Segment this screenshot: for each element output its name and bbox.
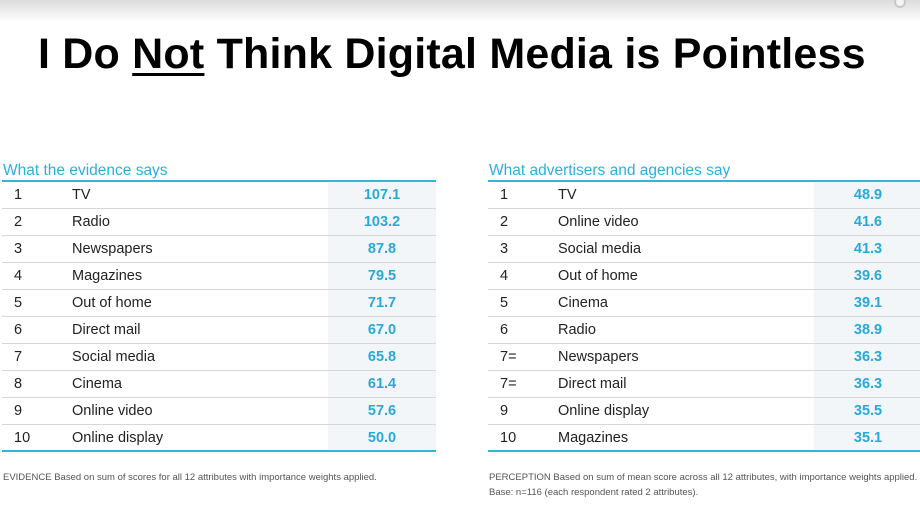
- rank-cell: 6: [2, 317, 56, 344]
- table-row: 4 Magazines 79.5: [2, 263, 436, 290]
- table-row: 9 Online display 35.5: [488, 398, 920, 425]
- score-cell: 61.4: [328, 371, 436, 398]
- media-cell: Out of home: [56, 290, 328, 317]
- media-cell: Radio: [56, 209, 328, 236]
- rank-cell: 1: [2, 182, 56, 209]
- rank-cell: 4: [2, 263, 56, 290]
- perception-panel: What advertisers and agencies say 1 TV 48.…: [488, 160, 920, 452]
- media-cell: Online display: [56, 425, 328, 452]
- table-row: 7 Social media 65.8: [2, 344, 436, 371]
- rank-cell: 4: [488, 263, 542, 290]
- score-cell: 67.0: [328, 317, 436, 344]
- corner-indicator-icon: [894, 0, 906, 8]
- table-row: 6 Direct mail 67.0: [2, 317, 436, 344]
- table-row: 10 Online display 50.0: [2, 425, 436, 452]
- score-cell: 65.8: [328, 344, 436, 371]
- score-cell: 50.0: [328, 425, 436, 452]
- score-cell: 87.8: [328, 236, 436, 263]
- score-cell: 38.9: [814, 317, 920, 344]
- media-cell: Online video: [542, 209, 814, 236]
- perception-footnote-text: Based on sum of mean score across all 12…: [489, 472, 918, 498]
- score-cell: 39.6: [814, 263, 920, 290]
- perception-heading: What advertisers and agencies say: [488, 160, 920, 182]
- table-row: 6 Radio 38.9: [488, 317, 920, 344]
- rank-cell: 7: [2, 344, 56, 371]
- evidence-table: 1 TV 107.1 2 Radio 103.2 3 Newspapers 87.8 4 Ma…: [2, 182, 436, 452]
- evidence-heading: What the evidence says: [2, 160, 436, 182]
- score-cell: 36.3: [814, 371, 920, 398]
- media-cell: Radio: [542, 317, 814, 344]
- media-cell: Cinema: [56, 371, 328, 398]
- score-cell: 39.1: [814, 290, 920, 317]
- table-row: 10 Magazines 35.1: [488, 425, 920, 452]
- media-cell: Online video: [56, 398, 328, 425]
- table-row: 1 TV 48.9: [488, 182, 920, 209]
- score-cell: 48.9: [814, 182, 920, 209]
- media-cell: TV: [56, 182, 328, 209]
- rank-cell: 2: [2, 209, 56, 236]
- rank-cell: 9: [2, 398, 56, 425]
- score-cell: 35.1: [814, 425, 920, 452]
- slide-title: I Do Not Think Digital Media is Pointles…: [0, 30, 920, 86]
- perception-footnote: PERCEPTION Based on sum of mean score ac…: [489, 470, 919, 500]
- evidence-footnote: EVIDENCE Based on sum of scores for all …: [3, 470, 433, 485]
- table-row: 8 Cinema 61.4: [2, 371, 436, 398]
- evidence-panel: What the evidence says 1 TV 107.1 2 Radio 10…: [2, 160, 436, 452]
- title-emphasis: Not: [132, 30, 205, 78]
- rank-cell: 1: [488, 182, 542, 209]
- rank-cell: 5: [488, 290, 542, 317]
- title-part-2: Think Digital Media is Pointless: [204, 30, 866, 78]
- media-cell: Newspapers: [56, 236, 328, 263]
- media-cell: Online display: [542, 398, 814, 425]
- rank-cell: 10: [488, 425, 542, 452]
- table-row: 2 Online video 41.6: [488, 209, 920, 236]
- table-row: 5 Out of home 71.7: [2, 290, 436, 317]
- table-row: 3 Social media 41.3: [488, 236, 920, 263]
- media-cell: Newspapers: [542, 344, 814, 371]
- rank-cell: 5: [2, 290, 56, 317]
- evidence-footnote-text: Based on sum of scores for all 12 attrib…: [51, 472, 377, 483]
- score-cell: 35.5: [814, 398, 920, 425]
- table-row: 7= Newspapers 36.3: [488, 344, 920, 371]
- media-cell: Magazines: [56, 263, 328, 290]
- score-cell: 36.3: [814, 344, 920, 371]
- table-row: 5 Cinema 39.1: [488, 290, 920, 317]
- media-cell: Cinema: [542, 290, 814, 317]
- score-cell: 41.3: [814, 236, 920, 263]
- media-cell: Social media: [542, 236, 814, 263]
- perception-table: 1 TV 48.9 2 Online video 41.6 3 Social media 4…: [488, 182, 920, 452]
- rank-cell: 9: [488, 398, 542, 425]
- rank-cell: 2: [488, 209, 542, 236]
- perception-footnote-label: PERCEPTION: [489, 472, 551, 483]
- score-cell: 79.5: [328, 263, 436, 290]
- score-cell: 107.1: [328, 182, 436, 209]
- rank-cell: 7=: [488, 344, 542, 371]
- score-cell: 57.6: [328, 398, 436, 425]
- score-cell: 71.7: [328, 290, 436, 317]
- rank-cell: 7=: [488, 371, 542, 398]
- table-row: 1 TV 107.1: [2, 182, 436, 209]
- rank-cell: 3: [488, 236, 542, 263]
- rank-cell: 8: [2, 371, 56, 398]
- score-cell: 103.2: [328, 209, 436, 236]
- table-row: 3 Newspapers 87.8: [2, 236, 436, 263]
- evidence-footnote-label: EVIDENCE: [3, 472, 52, 483]
- rank-cell: 6: [488, 317, 542, 344]
- table-row: 2 Radio 103.2: [2, 209, 436, 236]
- rank-cell: 10: [2, 425, 56, 452]
- table-row: 9 Online video 57.6: [2, 398, 436, 425]
- rank-cell: 3: [2, 236, 56, 263]
- media-cell: Magazines: [542, 425, 814, 452]
- media-cell: Direct mail: [542, 371, 814, 398]
- score-cell: 41.6: [814, 209, 920, 236]
- table-row: 4 Out of home 39.6: [488, 263, 920, 290]
- media-cell: Direct mail: [56, 317, 328, 344]
- top-shade: [0, 0, 920, 22]
- media-cell: TV: [542, 182, 814, 209]
- table-row: 7= Direct mail 36.3: [488, 371, 920, 398]
- title-part-1: I Do: [38, 30, 133, 78]
- media-cell: Out of home: [542, 263, 814, 290]
- media-cell: Social media: [56, 344, 328, 371]
